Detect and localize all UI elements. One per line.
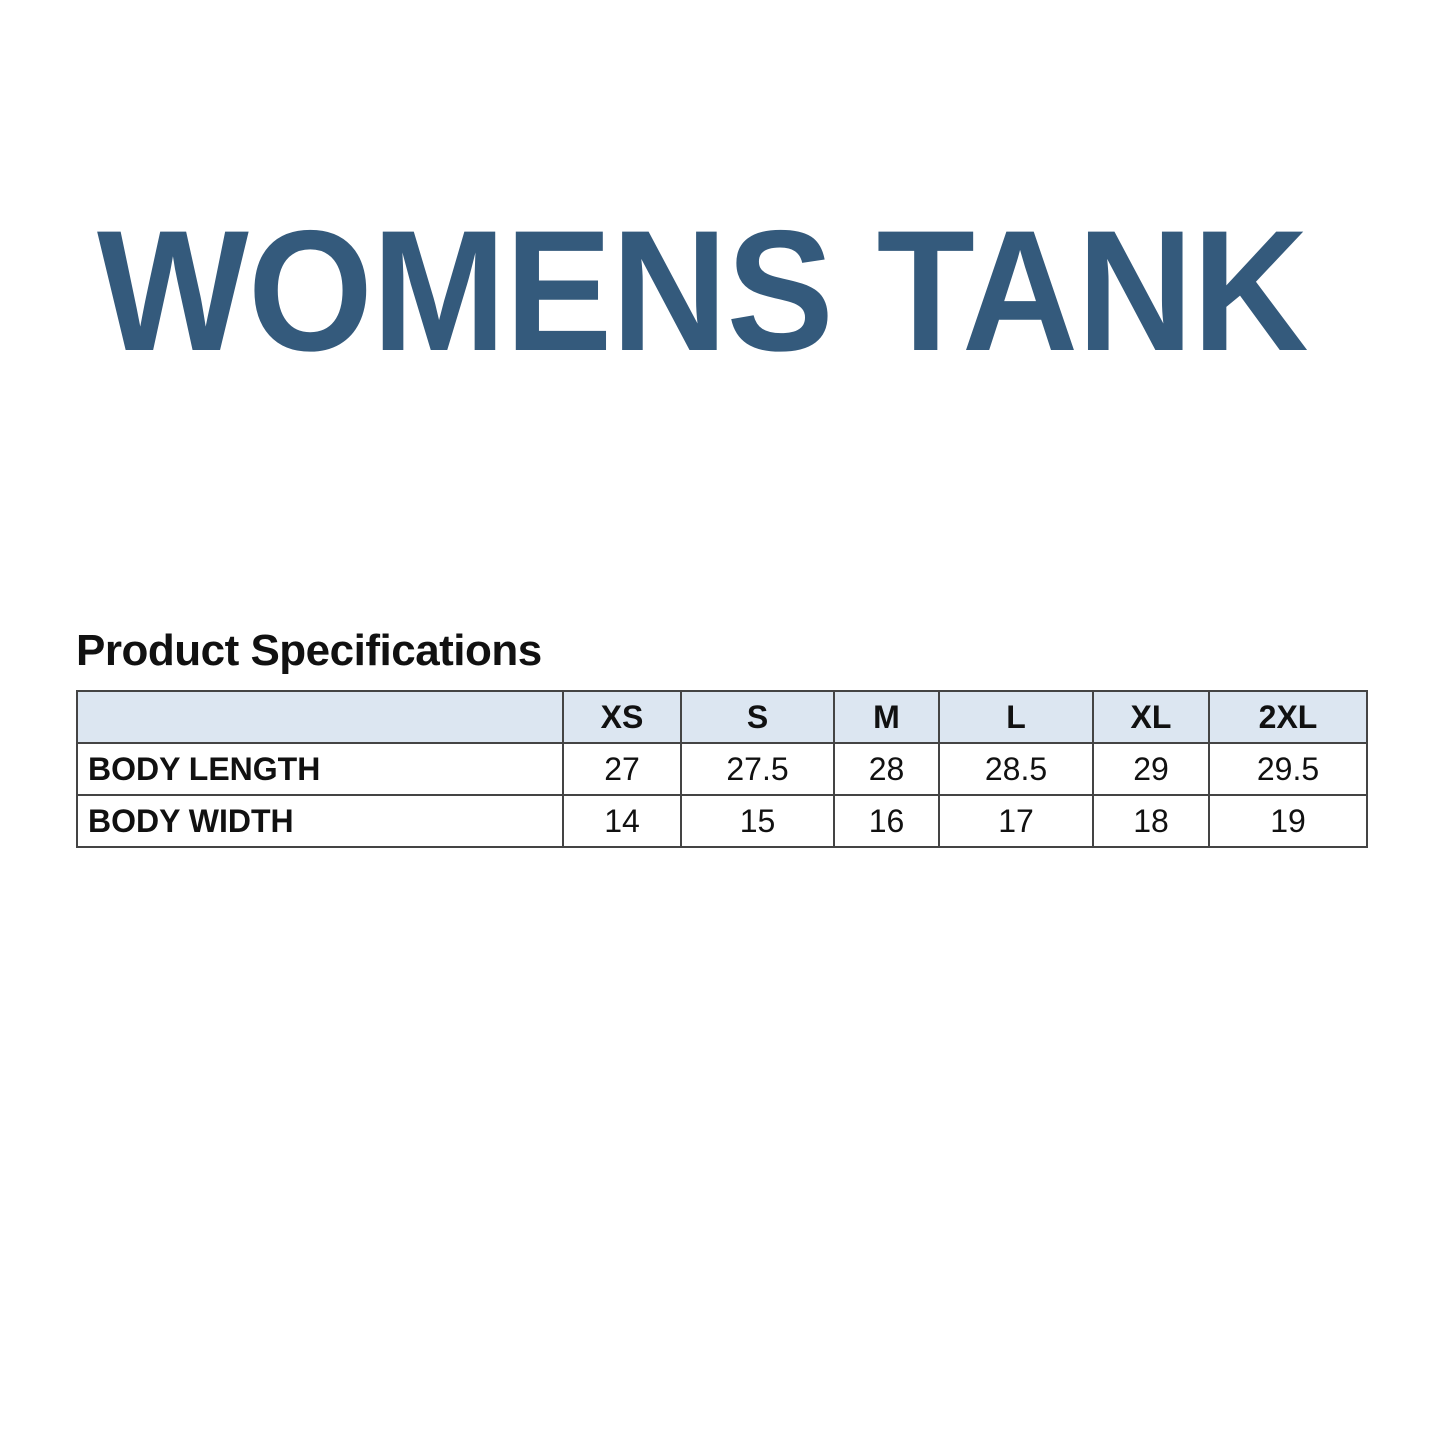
row-label: BODY LENGTH [76,742,564,796]
table-header-row: XS S M L XL 2XL [76,690,1368,744]
header-cell-size: S [680,690,835,744]
table-cell: 29 [1092,742,1210,796]
size-chart-table: XS S M L XL 2XL BODY LENGTH 27 27.5 28 2… [76,690,1368,848]
table-cell: 14 [562,794,682,848]
section-heading: Product Specifications [76,626,542,675]
table-cell: 18 [1092,794,1210,848]
header-cell-size: M [833,690,940,744]
table-row: BODY WIDTH 14 15 16 17 18 19 [76,794,1368,848]
table-row: BODY LENGTH 27 27.5 28 28.5 29 29.5 [76,742,1368,796]
header-cell-size: XL [1092,690,1210,744]
header-cell-size: XS [562,690,682,744]
page-title: WOMENS TANK [97,195,1309,387]
table-cell: 16 [833,794,940,848]
table-cell: 28.5 [938,742,1094,796]
header-cell-empty [76,690,564,744]
row-label: BODY WIDTH [76,794,564,848]
table-cell: 27 [562,742,682,796]
header-cell-size: 2XL [1208,690,1368,744]
table-cell: 27.5 [680,742,835,796]
table-cell: 29.5 [1208,742,1368,796]
table-cell: 19 [1208,794,1368,848]
header-cell-size: L [938,690,1094,744]
table-cell: 28 [833,742,940,796]
table-cell: 17 [938,794,1094,848]
table-cell: 15 [680,794,835,848]
